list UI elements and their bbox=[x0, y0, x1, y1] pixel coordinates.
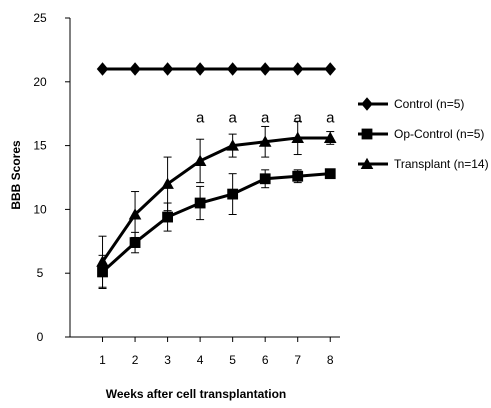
x-tick-label: 5 bbox=[229, 353, 236, 367]
data-point bbox=[226, 139, 239, 151]
x-tick-label: 7 bbox=[294, 353, 301, 367]
x-axis-title: Weeks after cell transplantation bbox=[106, 387, 287, 401]
legend-marker bbox=[361, 97, 373, 111]
legend-marker bbox=[361, 128, 373, 140]
data-point bbox=[161, 177, 174, 189]
legend-item: Op-Control (n=5) bbox=[358, 127, 484, 141]
axes: 0 5 10 15 20 25 1 2 3 4 5 6 7 8 bbox=[33, 11, 340, 367]
series-triangle bbox=[96, 120, 337, 288]
series-line bbox=[101, 172, 331, 274]
significance-label: a bbox=[294, 110, 303, 127]
y-tick-label: 20 bbox=[33, 75, 47, 89]
data-point bbox=[161, 62, 174, 76]
data-point bbox=[258, 135, 272, 147]
series-line bbox=[101, 136, 331, 263]
data-point bbox=[96, 255, 109, 267]
data-point bbox=[291, 131, 305, 143]
series-square bbox=[97, 168, 336, 290]
data-point bbox=[194, 197, 206, 209]
data-point bbox=[128, 208, 142, 220]
data-point bbox=[259, 62, 271, 76]
y-axis-title: BBB Scores bbox=[9, 140, 23, 210]
data-point bbox=[129, 237, 141, 248]
x-tick-label: 4 bbox=[197, 353, 204, 367]
legend: Control (n=5) Op-Control (n=5) Transplant … bbox=[358, 97, 489, 171]
legend-item: Control (n=5) bbox=[358, 97, 464, 111]
x-tick-label: 8 bbox=[327, 353, 334, 367]
data-point bbox=[162, 211, 173, 223]
data-point bbox=[193, 154, 207, 166]
series-diamond bbox=[96, 62, 336, 76]
legend-label: Transplant (n=14) bbox=[394, 157, 489, 171]
legend-marker bbox=[360, 157, 374, 170]
data-point bbox=[324, 62, 336, 76]
data-point bbox=[292, 170, 304, 182]
legend-label: Control (n=5) bbox=[394, 97, 464, 111]
x-tick-label: 1 bbox=[99, 353, 106, 367]
x-tick-label: 2 bbox=[132, 353, 139, 367]
y-tick-label: 5 bbox=[37, 266, 44, 280]
series-layer bbox=[96, 62, 337, 290]
significance-label: a bbox=[326, 110, 335, 127]
data-point bbox=[227, 188, 239, 200]
legend-label: Op-Control (n=5) bbox=[394, 127, 484, 141]
data-point bbox=[291, 62, 304, 76]
data-point bbox=[129, 62, 141, 76]
y-tick-label: 15 bbox=[33, 139, 47, 153]
legend-item: Transplant (n=14) bbox=[358, 157, 489, 171]
significance-label: a bbox=[261, 110, 270, 127]
significance-label: a bbox=[228, 110, 237, 127]
data-point bbox=[194, 62, 206, 76]
data-point bbox=[323, 131, 337, 143]
data-point bbox=[259, 173, 271, 185]
y-tick-label: 25 bbox=[33, 11, 47, 25]
y-tick-label: 10 bbox=[33, 202, 47, 216]
data-point bbox=[96, 62, 109, 76]
x-tick-label: 3 bbox=[164, 353, 171, 367]
data-point bbox=[324, 168, 336, 180]
x-tick-label: 6 bbox=[262, 353, 269, 367]
data-point bbox=[226, 62, 239, 76]
y-tick-label: 0 bbox=[37, 330, 44, 344]
significance-label: a bbox=[196, 110, 205, 127]
